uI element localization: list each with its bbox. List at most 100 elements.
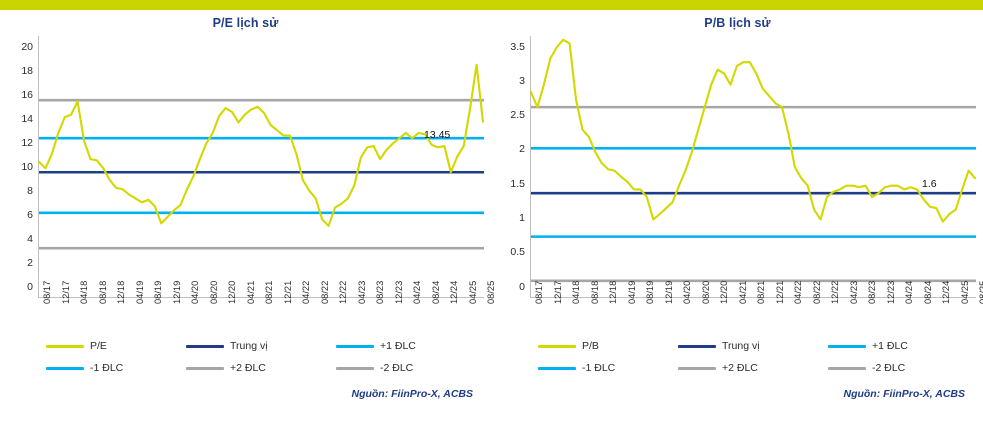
- legend-label: -2 ĐLC: [872, 362, 906, 374]
- y-tick-label: 0.5: [510, 246, 525, 258]
- y-tick-label: 14: [21, 113, 33, 125]
- x-tick-label: 04/23: [356, 280, 367, 304]
- x-tick-label: 04/19: [626, 280, 637, 304]
- x-tick-label: 08/21: [264, 280, 274, 304]
- x-tick-label: 08/25: [978, 280, 983, 304]
- x-tick-label: 04/18: [571, 280, 581, 304]
- x-tick-label: 08/17: [534, 280, 544, 304]
- x-tick-label: 04/22: [793, 280, 803, 304]
- y-tick-label: 18: [21, 65, 33, 77]
- legend-swatch-icon: [828, 367, 866, 370]
- x-tick-label: 12/23: [885, 280, 896, 304]
- value-annotation-pe: 13.45: [424, 129, 451, 141]
- y-tick-label: 8: [27, 185, 33, 197]
- x-tick-label: 12/21: [282, 280, 293, 304]
- x-tick-label: 04/22: [301, 280, 311, 304]
- legend-label: +1 ĐLC: [380, 340, 416, 352]
- y-tick-label: 0: [519, 281, 525, 293]
- chart-title-pb: P/B lịch sử: [704, 16, 771, 30]
- legend-swatch-icon: [538, 367, 576, 370]
- legend-swatch-icon: [186, 367, 224, 370]
- x-tick-label: 12/20: [227, 280, 237, 304]
- y-tick-label: 10: [21, 161, 33, 173]
- x-tick-label: 08/24: [922, 280, 933, 304]
- legend-label: P/B: [582, 340, 599, 352]
- legend-swatch-icon: [186, 345, 224, 348]
- legend-label: Trung vị: [722, 340, 760, 352]
- y-tick-label: 4: [27, 233, 33, 245]
- x-tick-label: 12/22: [830, 280, 840, 304]
- y-tick-label: 1.5: [510, 178, 525, 190]
- legend-swatch-icon: [678, 345, 716, 348]
- legend-swatch-icon: [46, 367, 84, 370]
- y-tick-label: 3.5: [510, 41, 525, 53]
- source-note-pb: Nguồn: FiinPro-X, ACBS: [843, 388, 965, 400]
- legend-label: Trung vị: [230, 340, 268, 352]
- x-tick-label: 08/22: [319, 280, 330, 304]
- y-tick-label: 0: [27, 281, 33, 293]
- x-tick-label: 12/21: [774, 280, 785, 304]
- chart-title-pe: P/E lịch sử: [212, 16, 279, 30]
- legend-label: +2 ĐLC: [230, 362, 266, 374]
- legend-swatch-icon: [336, 345, 374, 348]
- source-note-pe: Nguồn: FiinPro-X, ACBS: [351, 388, 473, 400]
- legend-pe: P/E Trung vị +1 ĐLC -1 ĐLC +2 ĐLC -2 ĐLC: [46, 340, 476, 380]
- x-tick-label: 12/20: [719, 280, 729, 304]
- chart-panel-pb: P/B lịch sử 3.5 3 2.5 2 1.5 1 0.5 0 08/1…: [492, 10, 983, 421]
- x-tick-label: 04/20: [682, 280, 692, 304]
- x-tick-label: 08/19: [153, 280, 163, 304]
- y-tick-label: 2: [519, 143, 525, 155]
- x-tick-label: 12/22: [338, 280, 348, 304]
- x-tick-label: 08/21: [756, 280, 766, 304]
- x-tick-label: 08/18: [97, 280, 108, 304]
- legend-label: P/E: [90, 340, 107, 352]
- legend-label: -2 ĐLC: [380, 362, 414, 374]
- legend-label: -1 ĐLC: [90, 362, 124, 374]
- x-tick-label: 12/18: [608, 280, 618, 304]
- x-tick-label: 08/22: [811, 280, 822, 304]
- y-tick-label: 2.5: [510, 109, 525, 121]
- x-tick-label: 08/24: [430, 280, 441, 304]
- legend-swatch-icon: [678, 367, 716, 370]
- x-tick-label: 12/23: [393, 280, 404, 304]
- x-tick-label: 04/23: [848, 280, 859, 304]
- x-tick-label: 08/23: [375, 280, 385, 304]
- legend-swatch-icon: [828, 345, 866, 348]
- x-tick-label: 08/20: [700, 280, 711, 304]
- x-tick-label: 04/25: [959, 280, 970, 304]
- x-tick-label: 08/17: [42, 280, 52, 304]
- y-tick-label: 6: [27, 209, 33, 221]
- value-annotation-pb: 1.6: [922, 178, 937, 190]
- top-accent-bar: [0, 0, 983, 10]
- x-tick-label: 04/19: [134, 280, 145, 304]
- x-tick-label: 12/19: [663, 280, 674, 304]
- legend-label: +1 ĐLC: [872, 340, 908, 352]
- legend-pb: P/B Trung vị +1 ĐLC -1 ĐLC +2 ĐLC -2 ĐLC: [538, 340, 968, 380]
- y-tick-label: 12: [21, 137, 33, 149]
- y-tick-label: 1: [519, 212, 525, 224]
- x-tick-label: 04/20: [190, 280, 200, 304]
- legend-swatch-icon: [336, 367, 374, 370]
- x-tick-label: 12/17: [60, 280, 71, 304]
- x-tick-label: 04/18: [79, 280, 89, 304]
- x-tick-label: 04/24: [412, 280, 422, 304]
- legend-swatch-icon: [46, 345, 84, 348]
- x-tick-label: 12/19: [171, 280, 182, 304]
- legend-label: -1 ĐLC: [582, 362, 616, 374]
- plot-area-pb: [530, 36, 976, 298]
- x-tick-label: 08/19: [645, 280, 655, 304]
- plot-area-pe: [38, 36, 484, 298]
- y-tick-label: 2: [27, 257, 33, 269]
- x-tick-label: 04/24: [904, 280, 914, 304]
- x-tick-label: 08/23: [867, 280, 877, 304]
- y-tick-label: 20: [21, 41, 33, 53]
- x-tick-label: 04/21: [245, 280, 256, 304]
- chart-panel-pe: P/E lịch sử 20 18 16 14 12 10 8 6 4 2 0 …: [0, 10, 496, 421]
- y-tick-label: 16: [21, 89, 33, 101]
- x-tick-label: 12/24: [449, 280, 459, 304]
- legend-label: +2 ĐLC: [722, 362, 758, 374]
- legend-swatch-icon: [538, 345, 576, 348]
- y-tick-label: 3: [519, 75, 525, 87]
- x-tick-label: 12/24: [941, 280, 951, 304]
- x-tick-label: 04/21: [737, 280, 748, 304]
